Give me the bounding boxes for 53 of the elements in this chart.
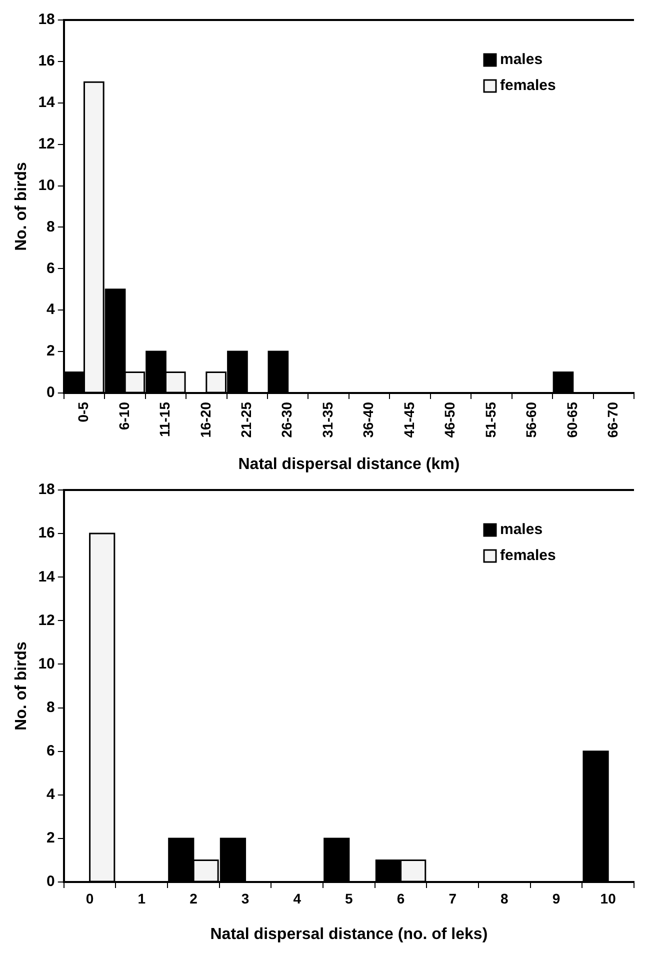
y-tick-label: 10 [38, 655, 55, 672]
y-tick-label: 16 [38, 52, 55, 70]
x-tick-label: 4 [293, 890, 302, 906]
x-tick-label: 26-30 [278, 402, 295, 438]
x-tick-label: 36-40 [360, 402, 376, 438]
y-tick-label: 8 [46, 218, 55, 236]
y-tick-label: 4 [46, 301, 56, 318]
x-tick-label: 5 [345, 890, 354, 906]
y-tick-label: 2 [46, 830, 55, 847]
y-tick-label: 0 [46, 384, 55, 402]
legend-label: males [500, 521, 543, 538]
x-tick-label: 60-65 [564, 402, 580, 438]
y-tick-label: 4 [46, 786, 56, 804]
y-tick-label: 8 [46, 698, 55, 716]
x-tick-label: 51-55 [482, 402, 498, 438]
legend-label: females [500, 547, 556, 564]
y-tick-label: 12 [38, 135, 55, 152]
x-tick-label: 6-10 [116, 402, 132, 430]
y-tick-label: 18 [38, 11, 55, 28]
x-tick-label: 10 [600, 890, 616, 906]
x-tick-label: 8 [500, 890, 509, 906]
x-axis-title: Natal dispersal distance (no. of leks) [210, 926, 488, 943]
x-tick-label: 0-5 [75, 402, 92, 422]
y-axis-title: No. of birds [13, 641, 30, 730]
x-tick-label: 7 [448, 890, 457, 906]
legend-label: males [500, 51, 543, 68]
y-tick-label: 16 [38, 524, 55, 542]
y-tick-label: 12 [38, 612, 55, 629]
x-tick-label: 6 [396, 890, 405, 906]
x-tick-label: 21-25 [238, 402, 254, 438]
y-tick-label: 6 [46, 742, 55, 760]
x-tick-label: 0 [86, 890, 94, 906]
x-tick-label: 31-35 [319, 402, 336, 438]
x-tick-label: 41-45 [400, 402, 417, 438]
x-tick-label: 3 [241, 890, 250, 906]
x-axis-title: Natal dispersal distance (km) [238, 456, 460, 473]
y-tick-label: 14 [38, 568, 56, 586]
x-tick-label: 16-20 [197, 402, 214, 438]
y-tick-label: 10 [38, 176, 55, 194]
x-tick-label: 2 [190, 890, 198, 906]
y-tick-label: 2 [46, 342, 55, 360]
x-tick-label: 9 [552, 890, 560, 906]
y-tick-label: 0 [46, 873, 55, 890]
x-tick-label: 56-60 [523, 402, 540, 438]
y-tick-label: 18 [38, 481, 55, 498]
x-tick-label: 11-15 [156, 402, 173, 438]
x-tick-label: 46-50 [442, 402, 458, 438]
legend-label: females [500, 77, 556, 94]
y-axis-title: No. of birds [13, 162, 30, 251]
y-tick-label: 6 [46, 260, 55, 277]
x-tick-label: 1 [138, 890, 146, 906]
x-tick-label: 66-70 [604, 402, 620, 438]
y-tick-label: 14 [38, 94, 56, 112]
